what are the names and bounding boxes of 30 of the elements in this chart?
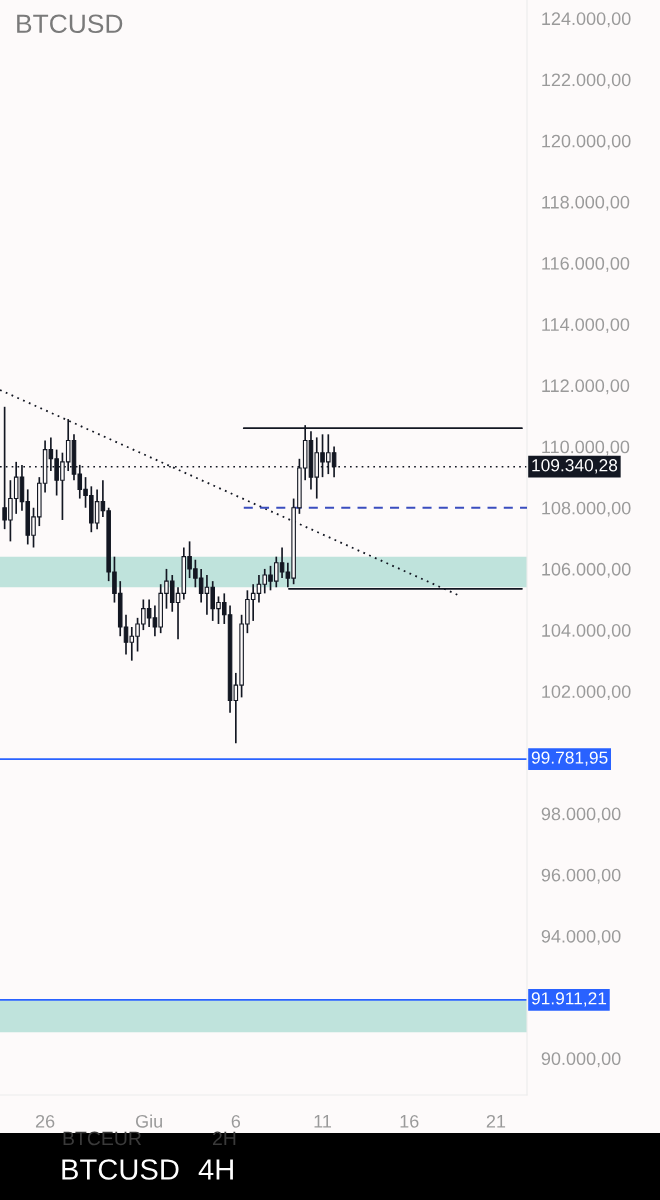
x-tick-label: 16 [400, 1114, 419, 1128]
chart-title: BTCUSD [17, 14, 123, 34]
y-tick-label: 98.000,00 [541, 807, 621, 823]
y-tick-label: 90.000,00 [541, 1052, 621, 1068]
y-tick-label: 96.000,00 [541, 868, 621, 884]
y-tick-label: 120.000,00 [542, 134, 631, 150]
y-tick-label: 122.000,00 [542, 73, 631, 89]
x-tick-label: 26 [35, 1114, 55, 1128]
x-tick-label: 11 [314, 1115, 332, 1128]
x-tick-label: Giu [135, 1114, 162, 1128]
y-tick-label: 116.000,00 [542, 256, 630, 272]
y-tick-label: 124.000,00 [542, 12, 631, 28]
ref-line-label: 109.340,28 [532, 459, 618, 474]
y-tick-label: 104.000,00 [542, 624, 631, 639]
y-tick-label: 114.000,00 [542, 318, 630, 334]
y-tick-label: 94.000,00 [541, 929, 621, 945]
ref-line-label: 91.911,21 [531, 992, 607, 1007]
y-tick-label: 106.000,00 [542, 562, 631, 578]
text: 2H [212, 1131, 236, 1146]
ref-line-label: 99.781,95 [531, 751, 608, 766]
y-tick-label: 110.000,00 [542, 440, 630, 456]
x-tick-label: 21 [486, 1114, 506, 1128]
y-tick-label: 102.000,00 [542, 685, 631, 701]
y-tick-label: 118.000,00 [542, 195, 630, 211]
y-tick-label: 108.000,00 [542, 501, 631, 517]
text: BTCUSD [62, 1159, 179, 1180]
x-tick-label: 6 [231, 1114, 241, 1128]
text: BTCEUR [63, 1131, 142, 1146]
text: 4H [198, 1159, 233, 1180]
y-tick-label: 112.000,00 [542, 379, 630, 395]
